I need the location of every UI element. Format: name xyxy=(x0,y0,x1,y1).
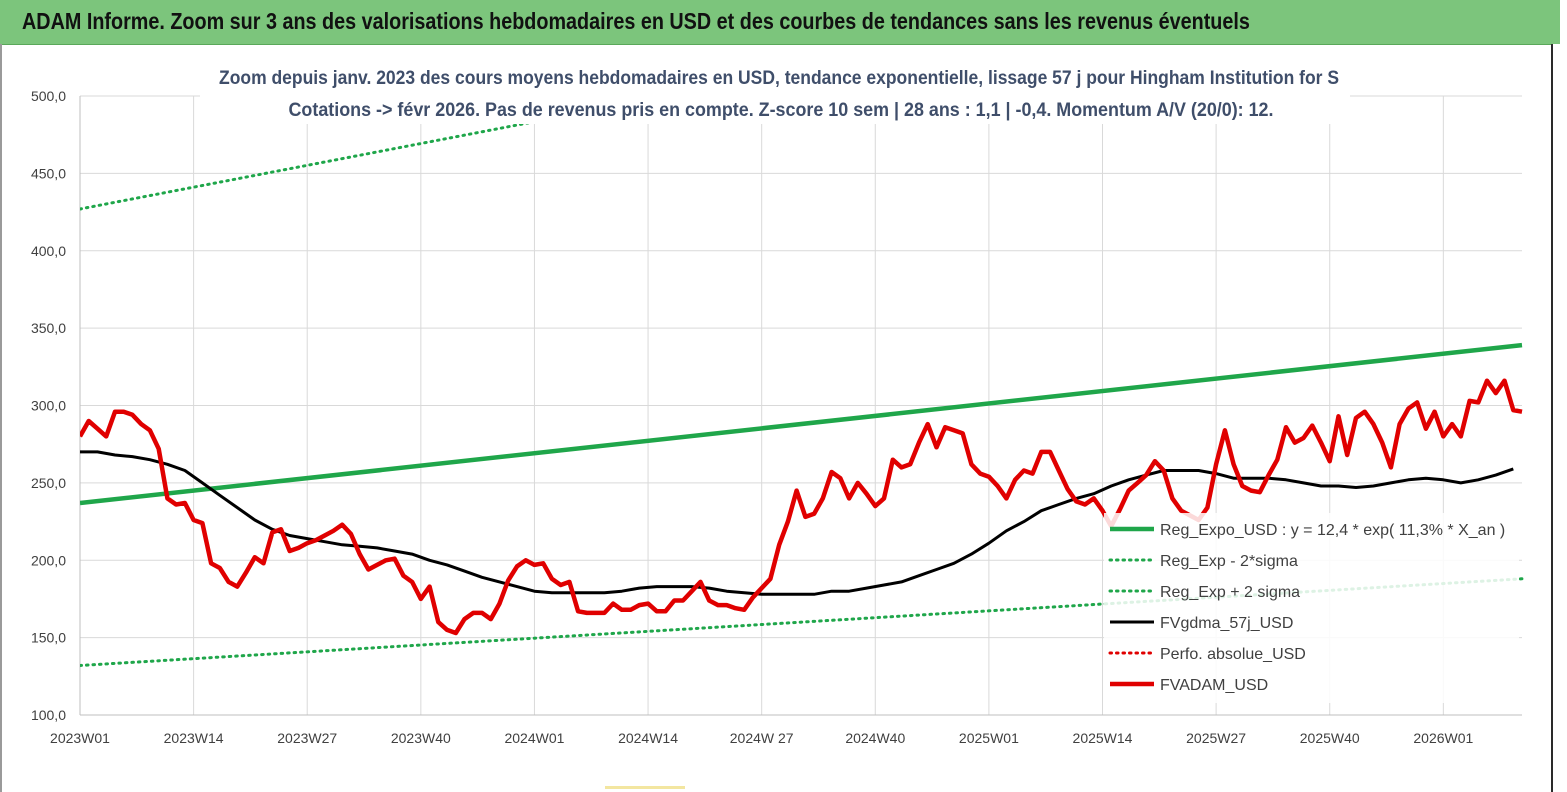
x-axis-labels: 2023W01 2023W14 2023W27 2023W40 2024W01 2024W… xyxy=(50,730,1473,746)
chart-title-line-2: Cotations -> févr 2026. Pas de revenus p… xyxy=(289,100,1274,121)
y-tick-label: 500,0 xyxy=(31,88,66,104)
legend-label: Perfo. absolue_USD xyxy=(1160,646,1306,663)
subtitle-backdrop xyxy=(200,60,1350,124)
x-tick-label: 2023W01 xyxy=(50,730,110,746)
x-tick-label: 2023W40 xyxy=(391,730,451,746)
legend-label: FVADAM_USD xyxy=(1160,677,1268,694)
series-line-5 xyxy=(80,378,1523,636)
y-tick-label: 300,0 xyxy=(31,398,66,414)
x-tick-label: 2024W14 xyxy=(618,730,678,746)
y-tick-label: 250,0 xyxy=(31,475,66,491)
legend-label: Reg_Exp - 2*sigma xyxy=(1160,553,1298,570)
series-line-0 xyxy=(80,342,1523,506)
report-title: ADAM Informe. Zoom sur 3 ans des valoris… xyxy=(22,8,1250,34)
legend-label: Reg_Exp + 2 sigma xyxy=(1160,584,1300,601)
x-tick-label: 2024W 27 xyxy=(730,730,794,746)
chart-title-line-1: Zoom depuis janv. 2023 des cours moyens … xyxy=(219,68,1339,89)
y-axis-labels: 100,0 150,0 200,0 250,0 300,0 350,0 400,0 450,0… xyxy=(31,88,66,723)
y-tick-label: 450,0 xyxy=(31,165,66,181)
x-tick-label: 2025W14 xyxy=(1073,730,1133,746)
x-tick-label: 2026W01 xyxy=(1413,730,1473,746)
legend-label: Reg_Expo_USD : y = 12,4 * exp( 11,3% * X… xyxy=(1160,522,1505,539)
x-tick-label: 2024W01 xyxy=(504,730,564,746)
y-tick-label: 100,0 xyxy=(31,707,66,723)
y-tick-label: 400,0 xyxy=(31,243,66,259)
legend-label: FVgdma_57j_USD xyxy=(1160,615,1293,632)
legend-backdrop xyxy=(1104,513,1519,703)
y-tick-label: 150,0 xyxy=(31,630,66,646)
x-tick-label: 2024W40 xyxy=(845,730,905,746)
right-frame-edge xyxy=(1551,44,1567,792)
chart-legend: Reg_Expo_USD : y = 12,4 * exp( 11,3% * X… xyxy=(1104,513,1519,703)
bottom-accent-bar xyxy=(605,786,685,789)
x-tick-label: 2025W40 xyxy=(1300,730,1360,746)
x-tick-label: 2025W27 xyxy=(1186,730,1246,746)
x-tick-label: 2025W01 xyxy=(959,730,1019,746)
x-tick-label: 2023W14 xyxy=(164,730,224,746)
y-tick-label: 350,0 xyxy=(31,320,66,336)
report-banner: ADAM Informe. Zoom sur 3 ans des valoris… xyxy=(0,0,1560,45)
x-tick-label: 2023W27 xyxy=(277,730,337,746)
y-tick-label: 200,0 xyxy=(31,552,66,568)
left-frame-edge xyxy=(0,44,2,792)
